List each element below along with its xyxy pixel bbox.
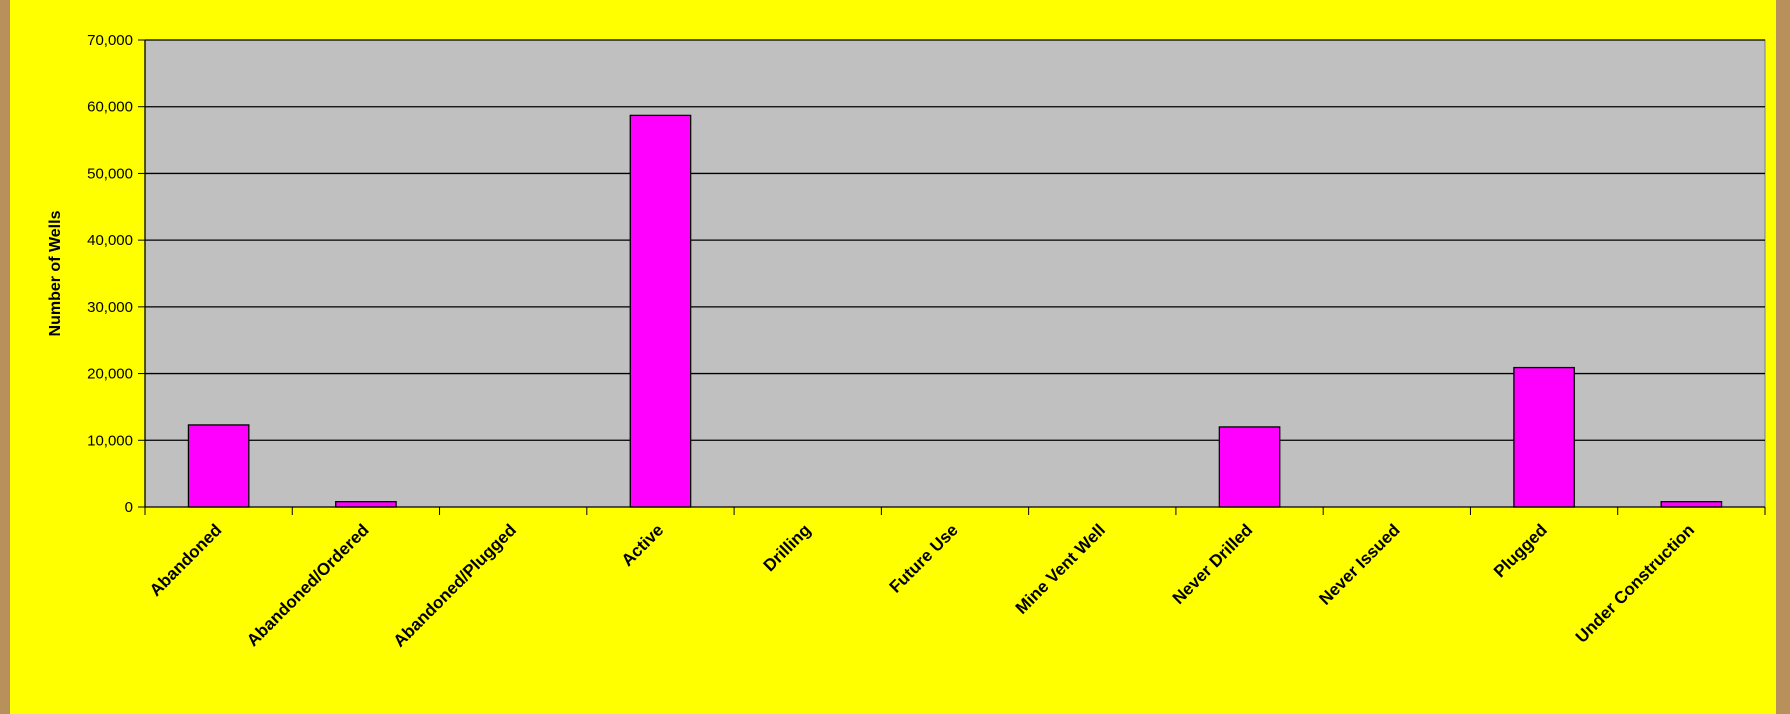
x-tick-label: Future Use <box>886 520 962 596</box>
y-tick-label: 10,000 <box>87 432 133 449</box>
x-tick-label: Mine Vent Well <box>1012 520 1109 617</box>
axes <box>138 39 1766 515</box>
y-tick-label: 0 <box>125 499 133 516</box>
bar-abandoned-ordered <box>335 501 397 508</box>
y-axis-title: Number of Wells <box>47 210 64 336</box>
x-tick-label: Under Construction <box>1572 520 1698 646</box>
bar-chart: 0 10,000 20,000 30,000 40,000 50,000 60,000 70,… <box>47 32 1766 651</box>
x-tick-label: Never Issued <box>1315 520 1403 608</box>
bars <box>187 114 1723 508</box>
gridlines <box>145 39 1765 441</box>
bar-plugged <box>1513 366 1575 508</box>
bar-abandoned <box>187 424 250 508</box>
y-tick-label: 50,000 <box>87 165 133 182</box>
x-tick-label: Abandoned <box>146 520 226 600</box>
y-tick-label: 70,000 <box>87 32 133 49</box>
x-tick-label: Active <box>618 520 668 570</box>
x-tick-label: Abandoned/Plugged <box>390 520 520 650</box>
plot-area <box>144 39 1766 508</box>
y-tick-labels: 0 10,000 20,000 30,000 40,000 50,000 60,000 70,… <box>87 32 133 516</box>
y-tick-label: 40,000 <box>87 232 133 249</box>
chart-frame: 0 10,000 20,000 30,000 40,000 50,000 60,000 70,… <box>10 0 1776 714</box>
y-tick-label: 20,000 <box>87 366 133 383</box>
bar-never-drilled <box>1218 426 1281 508</box>
bar-under-construction <box>1660 501 1723 508</box>
x-tick-label: Abandoned/Ordered <box>243 520 373 650</box>
x-tick-label: Never Drilled <box>1169 520 1257 608</box>
x-tick-label: Plugged <box>1490 520 1551 581</box>
y-tick-label: 30,000 <box>87 299 133 316</box>
bar-active <box>629 114 692 508</box>
x-tick-labels: Abandoned Abandoned/Ordered Abandoned/Plug… <box>146 520 1698 650</box>
x-tick-label: Drilling <box>760 520 815 575</box>
y-tick-label: 60,000 <box>87 99 133 116</box>
